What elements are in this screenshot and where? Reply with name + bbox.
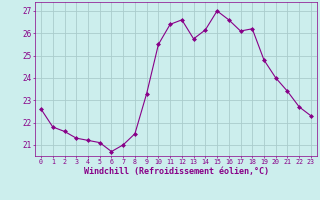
X-axis label: Windchill (Refroidissement éolien,°C): Windchill (Refroidissement éolien,°C) — [84, 167, 268, 176]
